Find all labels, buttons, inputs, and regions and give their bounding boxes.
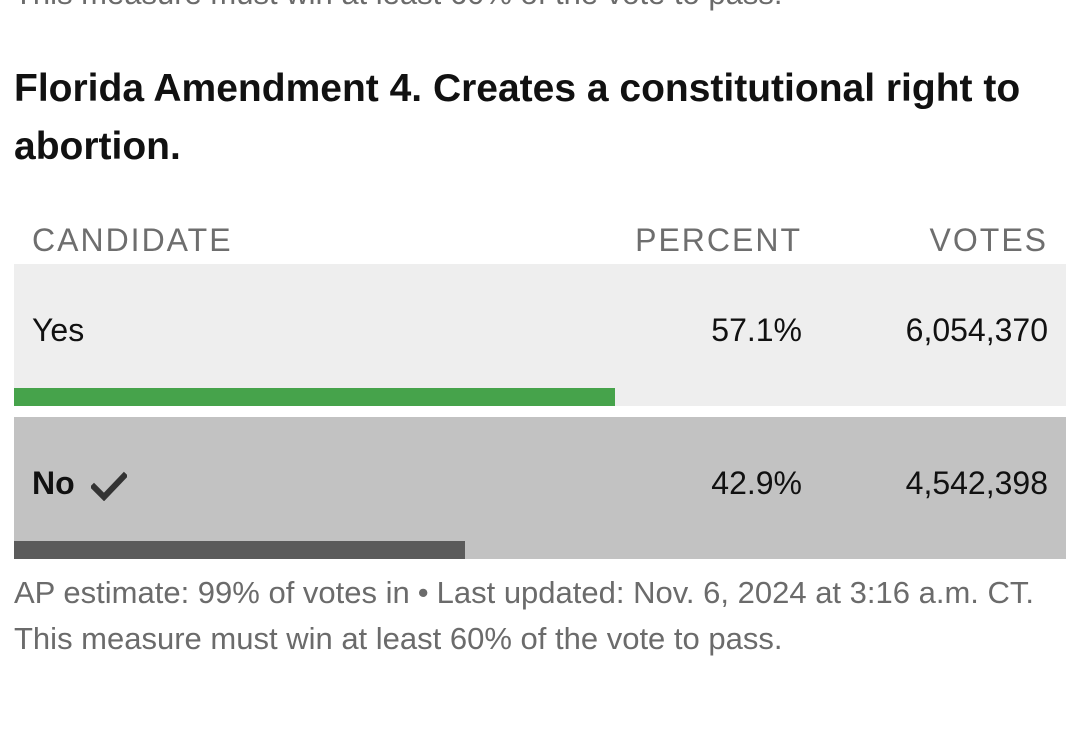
candidate-name: No — [32, 465, 75, 501]
results-table: CANDIDATE PERCENT VOTES Yes 57.1% 6,054,… — [14, 216, 1066, 559]
candidate-percent: 57.1% — [711, 312, 802, 348]
checkmark-icon — [90, 471, 127, 501]
candidate-percent: 42.9% — [711, 465, 802, 501]
candidate-votes: 4,542,398 — [905, 465, 1048, 501]
share-bar-no — [14, 541, 465, 559]
ap-estimate: AP estimate: 99% of votes in — [14, 575, 410, 610]
update-info: AP estimate: 99% of votes in • Last update… — [14, 570, 1054, 616]
candidate-name-winner: No — [32, 465, 127, 502]
threshold-note: This measure must win at least 60% of th… — [14, 621, 783, 656]
race-title: Florida Amendment 4. Creates a constitut… — [14, 67, 1021, 168]
results-footer: AP estimate: 99% of votes in • Last update… — [14, 570, 1054, 662]
separator: • — [417, 575, 429, 610]
candidate-votes: 6,054,370 — [905, 312, 1048, 348]
result-row-yes: Yes 57.1% 6,054,370 — [14, 264, 1066, 406]
share-bar-track — [14, 388, 1066, 406]
header-percent: PERCENT — [635, 222, 802, 258]
result-row-no: No 42.9% 4,542,398 — [14, 417, 1066, 559]
header-votes: VOTES — [929, 222, 1048, 258]
candidate-name: Yes — [32, 312, 85, 348]
share-bar-track — [14, 541, 1066, 559]
share-bar-yes — [14, 388, 615, 406]
previous-threshold-note: This measure must win at least 60% of th… — [14, 0, 782, 12]
header-candidate: CANDIDATE — [32, 222, 233, 258]
table-header: CANDIDATE PERCENT VOTES — [14, 216, 1066, 264]
last-updated: Last updated: Nov. 6, 2024 at 3:16 a.m. … — [436, 575, 1035, 610]
